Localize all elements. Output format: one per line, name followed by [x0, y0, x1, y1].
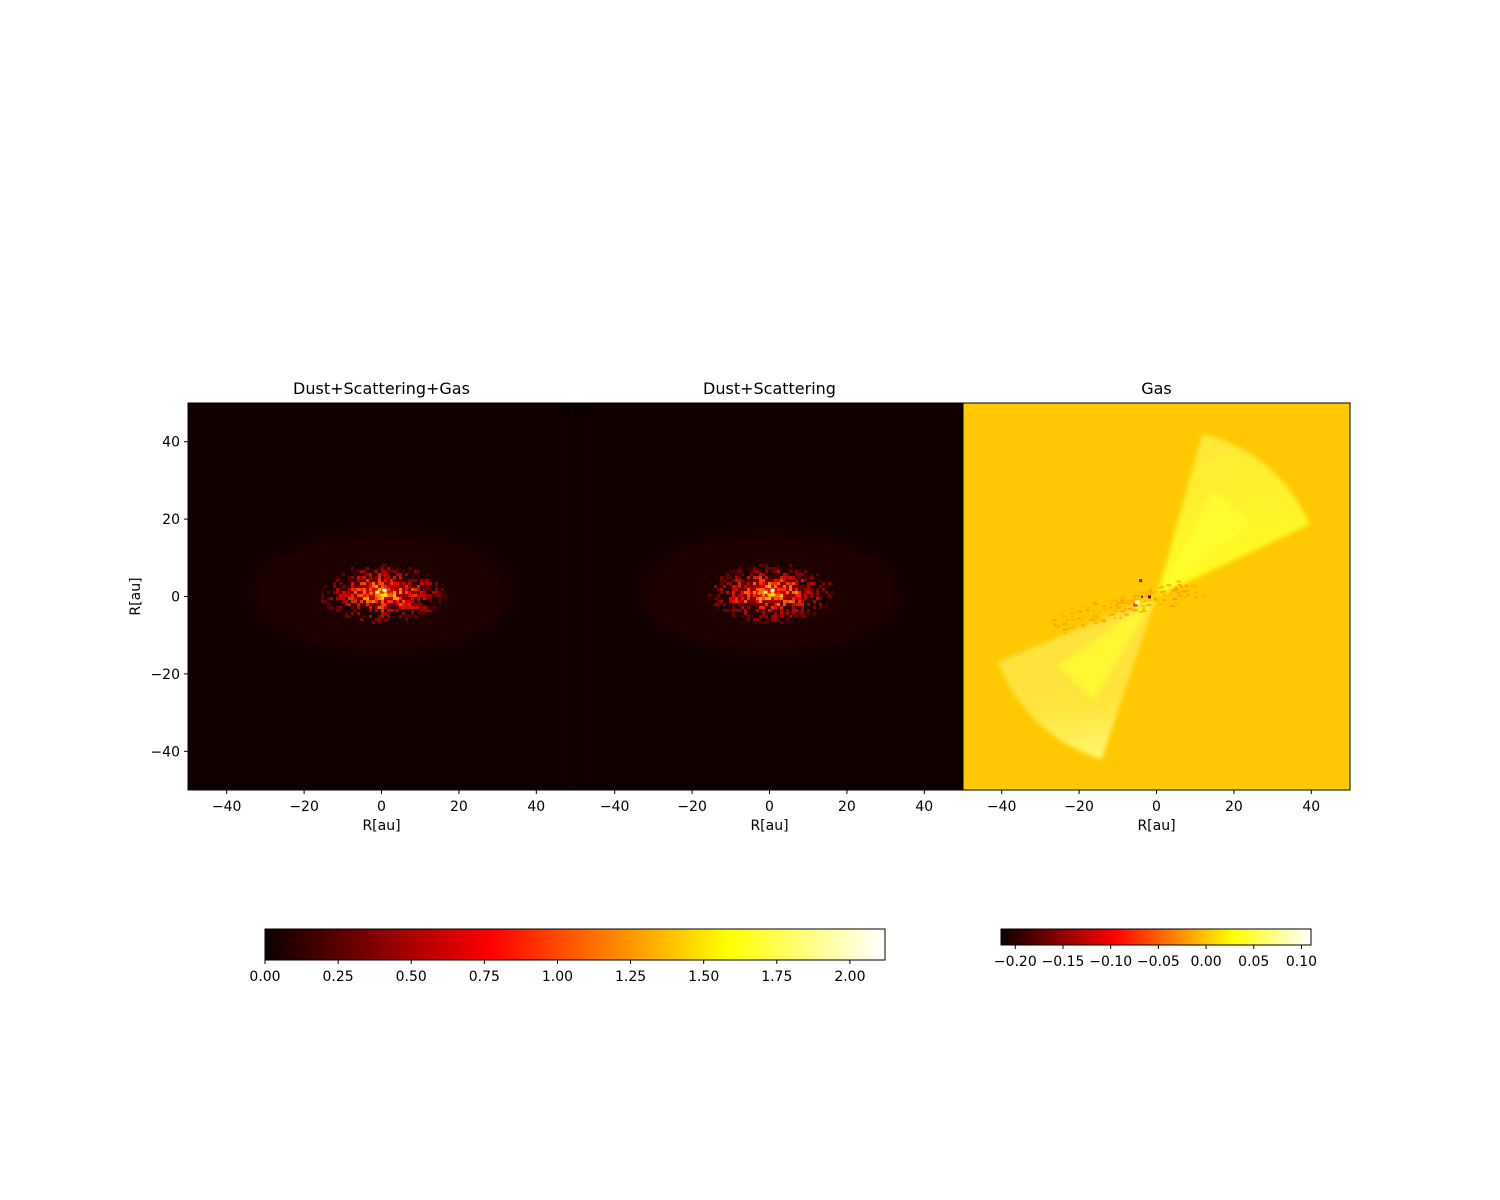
x-tick-label: 40: [915, 799, 933, 815]
colorbar-tick-label: 1.75: [761, 969, 792, 985]
colorbar-tick-label: −0.15: [1042, 954, 1085, 970]
x-tick-label: 20: [1225, 799, 1243, 815]
colorbar-tick-label: 1.25: [615, 969, 646, 985]
colorbar-tick-label: −0.10: [1089, 954, 1132, 970]
y-axis-label: R[au]: [128, 577, 144, 615]
x-tick-label: 0: [765, 799, 774, 815]
colorbar-gas: −0.20 −0.15 −0.10 −0.05 0.00 0.05 0.10: [994, 928, 1317, 970]
x-tick-label: −40: [212, 799, 242, 815]
x-tick-label: −20: [677, 799, 707, 815]
central-emission: [639, 532, 900, 654]
colorbar-tick-label: 0.50: [396, 969, 427, 985]
colorbar-tick-label: 0.00: [1190, 954, 1221, 970]
outflow-lobe: [997, 596, 1157, 760]
colorbar-dust: 0.00 0.25 0.50 0.75 1.00 1.25 1.50 1.75 2.00: [249, 928, 886, 985]
colorbar-gradient: [264, 928, 886, 961]
heatmap-image: [188, 403, 575, 790]
panel-title: Dust+Scattering: [703, 379, 836, 398]
panel-title: Dust+Scattering+Gas: [293, 379, 470, 398]
x-tick-label: −20: [1064, 799, 1094, 815]
x-tick-label: 40: [527, 799, 545, 815]
colorbar-gradient: [1000, 928, 1312, 946]
heatmap-image: [576, 403, 963, 790]
panel-dust-scattering: Dust+Scattering −40 −20 0 20 40 R[au]: [575, 379, 964, 834]
colorbar-tick-label: −0.05: [1137, 954, 1180, 970]
colorbar-tick-label: 1.00: [542, 969, 573, 985]
outflow-lobe: [1156, 433, 1310, 597]
colorbar-tick-label: −0.20: [994, 954, 1037, 970]
y-tick-label: 20: [162, 512, 180, 528]
x-tick-label: 0: [1152, 799, 1161, 815]
y-tick-label: −20: [150, 667, 180, 683]
x-tick-label: −40: [600, 799, 630, 815]
y-axis-ticks: −40 −20 0 20 40: [150, 435, 188, 760]
panel-dust-scattering-gas: Dust+Scattering+Gas −40 −20 0 20 40 −40 −20 0 2…: [128, 379, 576, 834]
heatmap-image: [963, 403, 1350, 790]
y-tick-label: 40: [162, 435, 180, 451]
colorbar-tick-label: 0.05: [1238, 954, 1269, 970]
absorption-streak: [1051, 579, 1207, 634]
x-tick-label: 20: [838, 799, 856, 815]
central-emission: [251, 532, 512, 654]
x-tick-label: 20: [450, 799, 468, 815]
x-tick-label: 0: [377, 799, 386, 815]
colorbar-tick-label: 0.10: [1286, 954, 1317, 970]
x-tick-label: 40: [1302, 799, 1320, 815]
x-axis-label: R[au]: [1137, 818, 1175, 834]
y-tick-label: −40: [150, 744, 180, 760]
y-tick-label: 0: [171, 590, 180, 606]
colorbar-tick-label: 0.00: [249, 969, 280, 985]
colorbar-tick-label: 0.75: [469, 969, 500, 985]
colorbar-tick-label: 0.25: [323, 969, 354, 985]
colorbar-ticks: 0.00 0.25 0.50 0.75 1.00 1.25 1.50 1.75 2.00: [249, 960, 865, 985]
panel-title: Gas: [1141, 379, 1172, 398]
x-axis-label: R[au]: [750, 818, 788, 834]
colorbar-ticks: −0.20 −0.15 −0.10 −0.05 0.00 0.05 0.10: [994, 945, 1317, 970]
panel-gas: Gas −40 −20 0 20 40 R[au]: [962, 379, 1351, 834]
x-tick-label: −40: [987, 799, 1017, 815]
colorbar-tick-label: 1.50: [688, 969, 719, 985]
x-axis-ticks: −40 −20 0 20 40: [212, 790, 545, 815]
x-tick-label: −20: [289, 799, 319, 815]
x-axis-ticks: −40 −20 0 20 40: [987, 790, 1320, 815]
x-axis-ticks: −40 −20 0 20 40: [600, 790, 933, 815]
x-axis-label: R[au]: [362, 818, 400, 834]
colorbar-tick-label: 2.00: [834, 969, 865, 985]
